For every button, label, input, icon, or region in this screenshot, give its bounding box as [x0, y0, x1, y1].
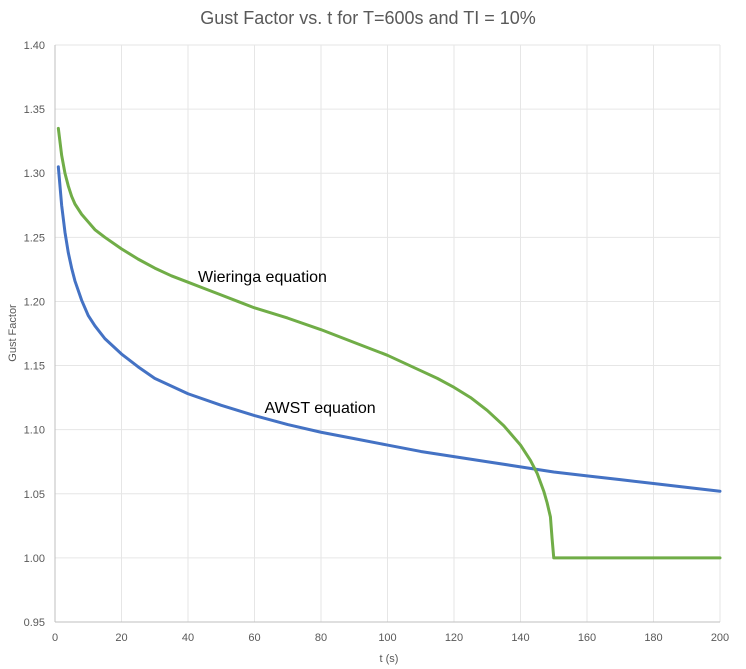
x-tick-label: 100 [378, 632, 396, 644]
y-tick-label: 1.30 [24, 168, 45, 180]
y-tick-label: 1.40 [24, 40, 45, 52]
y-tick-label: 1.00 [24, 553, 45, 565]
x-tick-label: 0 [52, 632, 58, 644]
x-tick-label: 120 [445, 632, 463, 644]
series-line-awst-equation [56, 165, 722, 493]
series-line-wieringa-equation [56, 126, 722, 560]
x-tick-label: 80 [315, 632, 327, 644]
axis-layer [54, 45, 720, 623]
series-layer [56, 126, 722, 560]
x-tick-label: 180 [644, 632, 662, 644]
y-tick-label: 1.25 [24, 232, 45, 244]
x-tick-label: 20 [115, 632, 127, 644]
y-axis-label: Gust Factor [7, 304, 19, 362]
x-axis-label: t (s) [380, 653, 399, 665]
annotation-layer: Wieringa equation AWST equation [198, 269, 376, 417]
tick-layer: 0.95 1.00 1.05 1.10 1.15 1.20 1.25 1.30 1.35 1.40… [24, 40, 730, 644]
annotation-label: AWST equation [264, 400, 375, 417]
chart-title: Gust Factor vs. t for T=600s and TI = 10… [200, 8, 536, 28]
y-tick-label: 0.95 [24, 617, 45, 629]
y-tick-label: 1.35 [24, 104, 45, 116]
x-tick-label: 60 [248, 632, 260, 644]
y-tick-label: 1.20 [24, 296, 45, 308]
annotation-label: Wieringa equation [198, 269, 327, 286]
x-tick-label: 160 [578, 632, 596, 644]
grid-layer [55, 44, 721, 622]
x-tick-label: 40 [182, 632, 194, 644]
y-tick-label: 1.10 [24, 425, 45, 437]
y-tick-label: 1.05 [24, 489, 45, 501]
x-tick-label: 140 [511, 632, 529, 644]
y-tick-label: 1.15 [24, 361, 45, 373]
x-tick-label: 200 [711, 632, 729, 644]
